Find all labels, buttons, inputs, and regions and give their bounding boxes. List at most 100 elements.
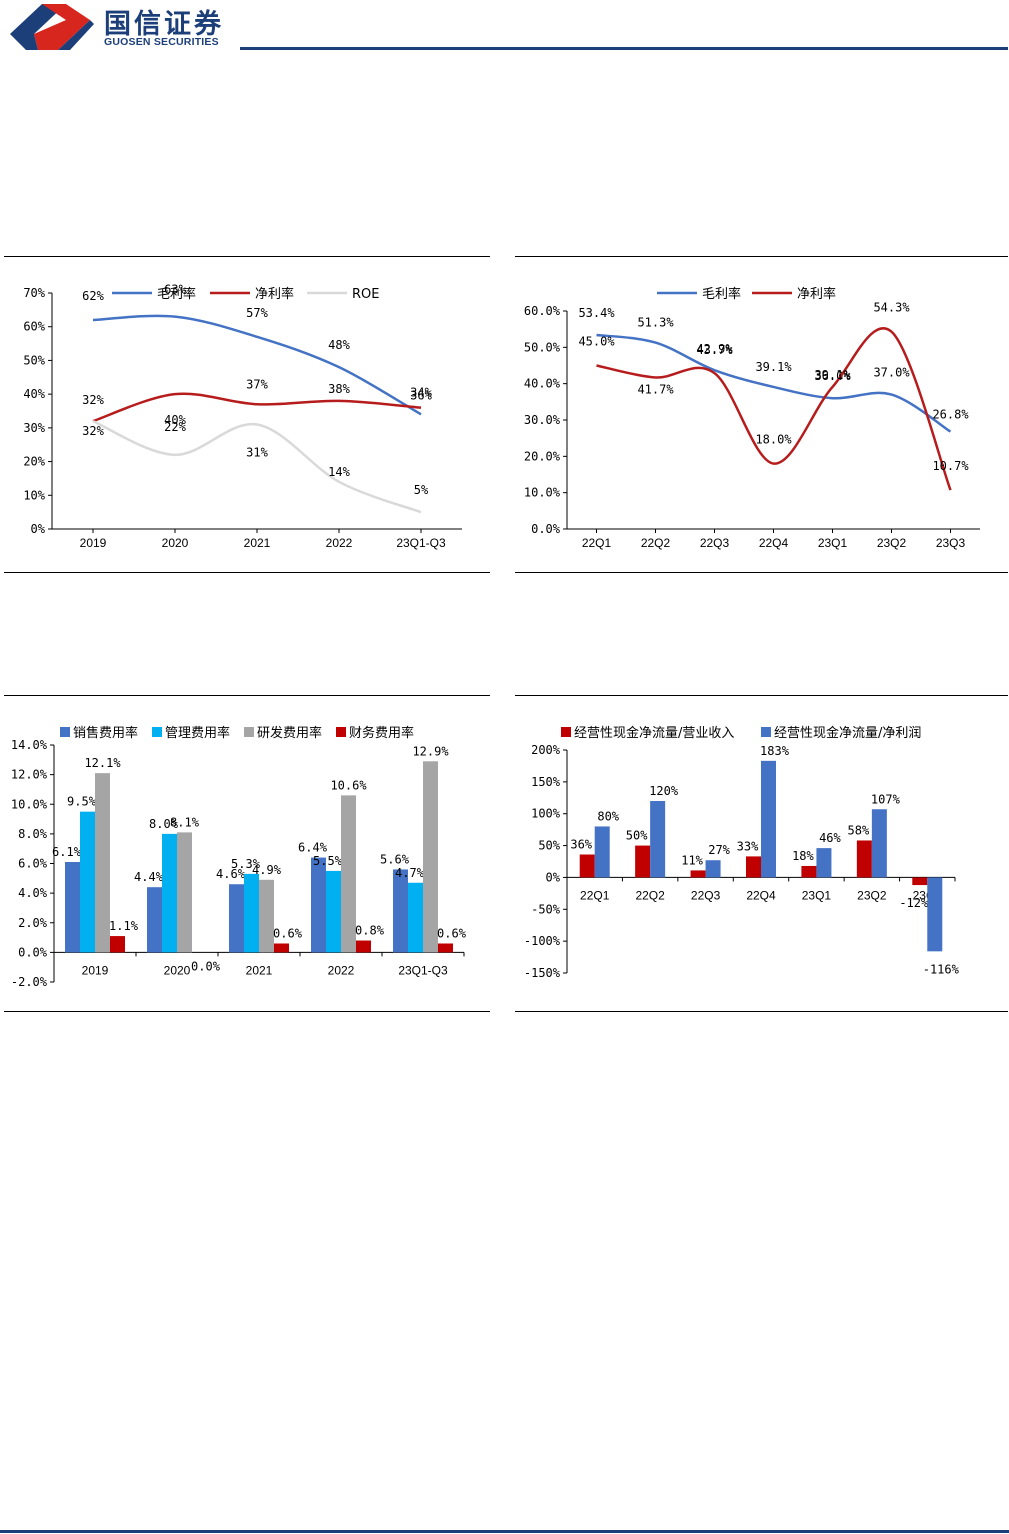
series-line-ROE	[92, 419, 422, 514]
data-label: 6.4%	[298, 841, 328, 855]
legend-label: 经营性现金净流量/营业收入	[574, 725, 734, 741]
data-label: 4.9%	[252, 863, 282, 877]
data-label: -12%	[899, 896, 929, 910]
x-tick-label: 22Q4	[759, 536, 789, 550]
data-label: 107%	[871, 792, 901, 806]
data-label: 4.7%	[395, 866, 425, 880]
y-tick-label: 6.0%	[18, 857, 48, 871]
panel-top-rule	[515, 256, 1008, 257]
company-name-en: GUOSEN SECURITIES	[104, 36, 219, 48]
x-tick-label: 23Q2	[877, 536, 907, 550]
data-label: 50%	[626, 829, 648, 843]
chart-panel-cash-flow: -150% -100% -50% 0% 50% 100% 150% 200% 22Q1 36% 80…	[515, 695, 1008, 1013]
cash-flow-bar-chart: -150% -100% -50% 0% 50% 100% 150% 200% 22Q1 36% 80…	[524, 725, 960, 980]
series-line-净利率	[596, 327, 952, 491]
chart-panel-quarterly-margins: 0.0% 10.0% 20.0% 30.0% 40.0% 50.0% 60.0% 22Q1 22…	[515, 256, 1008, 574]
legend-swatch	[561, 727, 571, 737]
data-label: 48%	[328, 338, 350, 352]
bar-研发费用率	[177, 832, 192, 953]
bar-研发费用率	[259, 879, 274, 953]
data-label: 42.9%	[696, 342, 733, 356]
bar-管理费用率	[80, 811, 95, 953]
panel-top-rule	[4, 695, 490, 696]
bar-经营性现金净流量/营业收入	[635, 845, 651, 878]
y-tick-label: 50.0%	[524, 340, 561, 354]
data-label: 54.3%	[873, 301, 910, 315]
x-tick-label: 2022	[326, 536, 353, 550]
data-label: 18.0%	[755, 433, 792, 447]
y-tick-label: -50%	[531, 902, 561, 916]
x-tick-label: 2021	[244, 536, 271, 550]
page-header: 国信证券 GUOSEN SECURITIES	[0, 0, 1009, 56]
data-label: 45.0%	[578, 335, 615, 349]
bar-经营性现金净流量/净利润	[927, 877, 943, 952]
x-tick-label: 22Q2	[635, 888, 665, 902]
x-tick-label: 2021	[246, 963, 273, 977]
bar-管理费用率	[326, 870, 341, 953]
data-label: 33%	[737, 839, 759, 853]
y-tick-label: 70%	[23, 286, 45, 300]
y-tick-label: -2.0%	[11, 975, 48, 989]
quarterly-margin-line-chart: 0.0% 10.0% 20.0% 30.0% 40.0% 50.0% 60.0% 22Q1 22…	[524, 286, 980, 550]
annual-margin-line-chart: 0% 10% 20% 30% 40% 50% 60% 70% 2019 2020 2021 2022 2…	[23, 283, 462, 550]
data-label: 0.8%	[355, 924, 385, 938]
y-tick-label: 30.0%	[524, 413, 561, 427]
panel-bottom-rule	[515, 572, 1008, 573]
guosen-logo-icon	[10, 4, 94, 50]
data-label: 37.0%	[873, 366, 910, 380]
legend-label: ROE	[352, 287, 379, 302]
data-label: 0.6%	[273, 926, 303, 940]
data-label: 51.3%	[637, 316, 674, 330]
y-tick-label: 200%	[531, 743, 561, 757]
data-label: 40%	[164, 413, 186, 427]
data-label: 4.6%	[216, 867, 246, 881]
bar-经营性现金净流量/净利润	[705, 860, 721, 878]
data-label: 0.0%	[191, 959, 221, 973]
y-tick-label: -100%	[524, 934, 561, 948]
y-tick-label: 0%	[546, 870, 561, 884]
legend-label: 毛利率	[702, 286, 741, 302]
bar-经营性现金净流量/净利润	[871, 809, 887, 878]
y-tick-label: 20.0%	[524, 449, 561, 463]
bar-管理费用率	[162, 833, 177, 953]
data-label: 12.1%	[84, 756, 121, 770]
legend-label: 毛利率	[157, 286, 196, 302]
data-label: 63%	[164, 283, 186, 297]
bar-财务费用率	[110, 936, 125, 953]
legend-label: 经营性现金净流量/净利润	[774, 725, 921, 741]
data-label: 0.6%	[437, 926, 467, 940]
legend-swatch	[761, 727, 771, 737]
data-label: 27%	[708, 843, 730, 857]
panel-bottom-rule	[4, 1011, 490, 1012]
y-tick-label: 50%	[23, 353, 45, 367]
y-tick-label: 60%	[23, 320, 45, 334]
y-tick-label: 30%	[23, 421, 45, 435]
data-label: 46%	[819, 831, 841, 845]
bar-财务费用率	[438, 943, 453, 953]
series-line-毛利率	[596, 333, 952, 433]
chart-panel-annual-margins: 0% 10% 20% 30% 40% 50% 60% 70% 2019 2020 2021 2022 2…	[4, 256, 490, 574]
data-label: 4.4%	[134, 870, 164, 884]
chart-panel-expense-ratios: -2.0% 0.0% 2.0% 4.0% 6.0% 8.0% 10.0% 12.0% 14.0%…	[4, 695, 490, 1013]
data-label: 5.5%	[313, 854, 343, 868]
panel-bottom-rule	[4, 572, 490, 573]
data-label: 53.4%	[578, 306, 615, 320]
data-label: 11%	[681, 853, 703, 867]
data-label: 34%	[410, 385, 432, 399]
header-divider	[240, 47, 1008, 50]
y-tick-label: 100%	[531, 807, 561, 821]
y-tick-label: 0.0%	[18, 945, 48, 959]
x-tick-label: 22Q3	[691, 888, 721, 902]
bar-财务费用率	[274, 943, 289, 953]
x-tick-label: 23Q2	[857, 888, 887, 902]
bar-经营性现金净流量/净利润	[761, 760, 776, 878]
bar-研发费用率	[95, 773, 110, 953]
data-label: 39.1%	[755, 360, 792, 374]
bar-财务费用率	[356, 940, 371, 953]
legend-label: 研发费用率	[257, 725, 322, 741]
bar-经营性现金净流量/营业收入	[746, 856, 761, 878]
data-label: 62%	[82, 289, 104, 303]
legend-swatch	[60, 727, 70, 737]
x-tick-label: 23Q1	[802, 888, 832, 902]
x-tick-label: 2022	[328, 963, 355, 977]
